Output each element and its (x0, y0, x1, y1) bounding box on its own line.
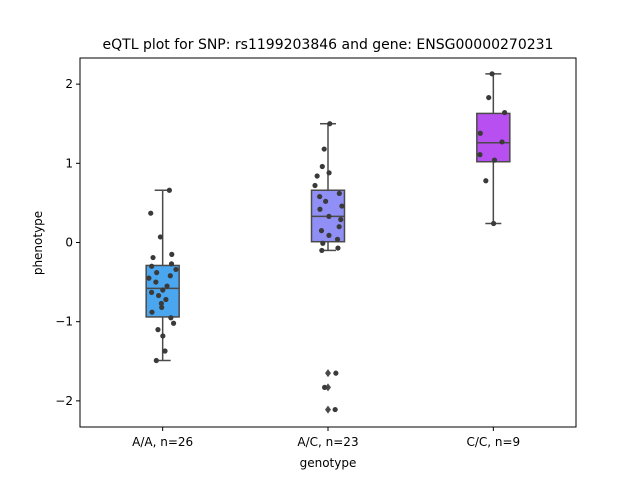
data-point (312, 182, 318, 189)
outlier-marker (325, 405, 331, 414)
data-point (154, 269, 160, 276)
data-point (169, 251, 175, 257)
data-point (163, 296, 169, 303)
genotype-group-2 (476, 71, 511, 227)
data-point (326, 232, 332, 238)
data-point (502, 110, 508, 116)
data-point (319, 247, 325, 254)
outlier-marker (325, 369, 331, 378)
data-point (155, 292, 162, 299)
data-point (149, 309, 155, 315)
data-point (170, 320, 177, 326)
data-point (338, 216, 344, 223)
data-point (486, 94, 492, 101)
chart-title: eQTL plot for SNP: rs1199203846 and gene… (103, 37, 554, 53)
y-tick-label: 2 (65, 77, 73, 91)
y-tick-label: 0 (65, 236, 73, 250)
data-point (334, 236, 341, 242)
data-point (162, 348, 168, 354)
data-point (157, 234, 164, 240)
x-axis-label: genotype (300, 456, 357, 470)
data-point (483, 178, 489, 184)
data-point (326, 213, 332, 219)
data-point (168, 261, 175, 267)
x-tick-label: A/C, n=23 (297, 435, 358, 449)
data-point (155, 327, 161, 333)
x-tick-label: C/C, n=9 (466, 435, 520, 449)
data-point (164, 283, 170, 289)
data-point (499, 139, 505, 145)
data-point (149, 263, 155, 269)
data-point (168, 315, 174, 321)
data-point (148, 210, 154, 216)
data-point (333, 370, 339, 376)
data-point (150, 254, 156, 261)
data-point (158, 300, 164, 307)
plot-area (145, 71, 511, 414)
x-tick-label: A/A, n=26 (132, 435, 193, 449)
data-point (336, 190, 342, 197)
data-point (477, 130, 483, 136)
data-point (148, 289, 155, 295)
data-point (166, 187, 172, 193)
data-point (318, 228, 325, 234)
data-point (160, 287, 166, 293)
data-point (336, 224, 342, 230)
data-point (160, 333, 166, 339)
y-axis-label: phenotype (31, 211, 45, 275)
data-point (335, 245, 341, 251)
data-point (317, 193, 323, 200)
data-point (153, 279, 159, 285)
data-point (317, 206, 323, 212)
data-point (491, 157, 498, 163)
data-point (319, 163, 325, 170)
data-point (477, 152, 483, 158)
data-point (159, 304, 165, 311)
data-point (153, 357, 159, 364)
data-point (320, 240, 326, 246)
data-point (323, 198, 329, 204)
data-point (146, 275, 152, 281)
data-point (326, 170, 332, 176)
data-point (332, 406, 338, 413)
data-point (489, 71, 495, 77)
data-point (314, 173, 320, 179)
data-point (167, 273, 173, 279)
genotype-group-1 (310, 121, 346, 414)
data-point (327, 121, 333, 127)
data-point (173, 266, 179, 273)
genotype-group-0 (145, 187, 180, 364)
data-point (339, 203, 345, 209)
data-point (321, 384, 328, 391)
outlier-marker (325, 383, 331, 392)
data-point (490, 220, 497, 227)
data-point (321, 146, 327, 152)
y-tick-label: 1 (65, 156, 73, 170)
y-tick-label: −1 (55, 315, 73, 329)
axes: −2 −1 0 1 2 A/A, n=26 A/C, n=23 C/C, n=9 (55, 77, 520, 449)
y-tick-label: −2 (55, 394, 73, 408)
